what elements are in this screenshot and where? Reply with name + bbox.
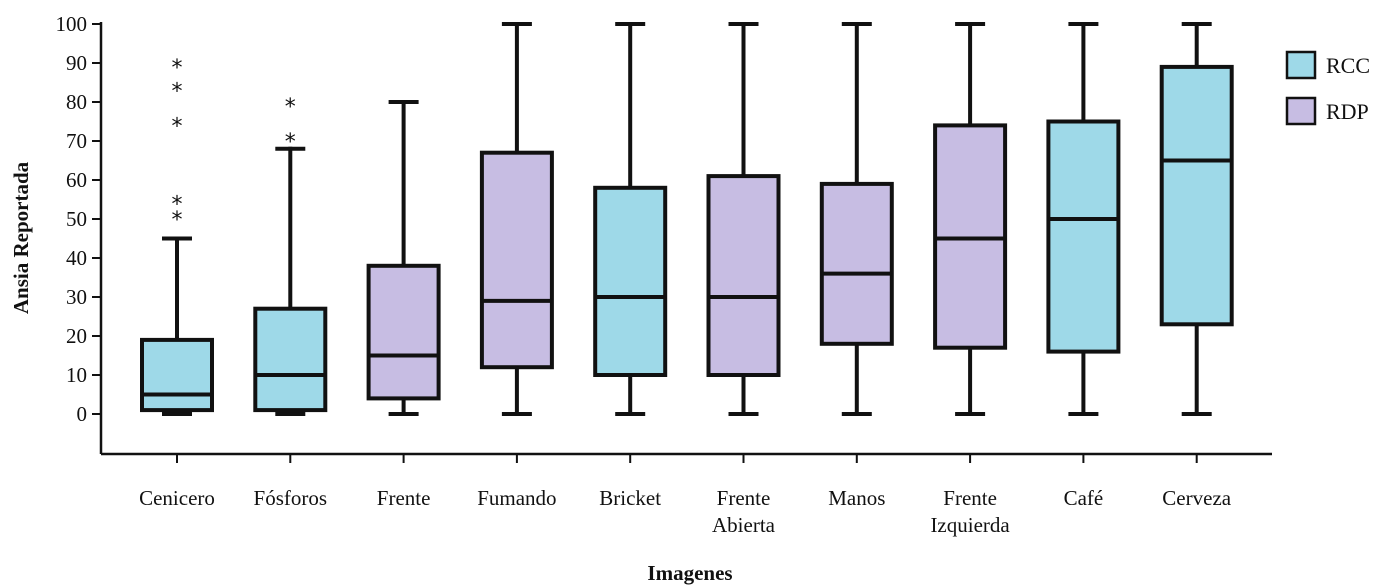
y-tick-label: 0	[77, 402, 88, 426]
y-tick-label: 80	[66, 90, 87, 114]
y-tick-label: 60	[66, 168, 87, 192]
box-group	[479, 22, 554, 416]
legend-label: RDP	[1326, 99, 1369, 124]
y-tick-label: 40	[66, 246, 87, 270]
outlier-point: *	[172, 208, 183, 233]
outlier-point: *	[285, 95, 296, 120]
x-tick-label: Manos	[828, 486, 885, 510]
box	[1159, 64, 1234, 327]
box	[1046, 119, 1121, 354]
box-group	[1159, 22, 1234, 416]
y-tick-label: 100	[56, 12, 88, 36]
box-group	[706, 22, 781, 416]
outlier-point: *	[285, 130, 296, 155]
y-tick-label: 30	[66, 285, 87, 309]
legend: RCC RDP	[1285, 50, 1370, 126]
x-tick-label: Frente	[377, 486, 431, 510]
box	[819, 181, 894, 346]
x-tick-label: Cerveza	[1162, 486, 1231, 510]
axes: 0 10 20 30 40 50 60 70 80 90 100 Cenicero Fósforos Fr…	[56, 12, 1272, 537]
box	[706, 174, 781, 377]
y-tick-label: 50	[66, 207, 87, 231]
x-tick-label: Frente	[717, 486, 771, 510]
box	[479, 150, 554, 370]
legend-swatch	[1285, 50, 1317, 80]
y-tick-label: 10	[66, 363, 87, 387]
x-tick-label: Fósforos	[254, 486, 328, 510]
box-group	[366, 100, 441, 416]
box	[593, 185, 668, 377]
x-tick-label: Cenicero	[139, 486, 215, 510]
x-tick-label: Izquierda	[930, 513, 1010, 537]
x-tick-label: Bricket	[599, 486, 661, 510]
box-group: *****	[140, 56, 214, 416]
box	[140, 337, 214, 413]
box-group	[1046, 22, 1121, 416]
box	[366, 263, 441, 401]
outlier-point: *	[172, 193, 183, 218]
legend-swatch	[1285, 96, 1317, 126]
x-tick-label: Frente	[943, 486, 997, 510]
box-group	[933, 22, 1008, 416]
outlier-point: *	[172, 79, 183, 104]
x-axis-title: Imagenes	[647, 561, 732, 585]
x-tick-label: Café	[1064, 486, 1104, 510]
y-axis-title: Ansia Reportada	[9, 161, 33, 314]
outlier-point: *	[172, 115, 183, 140]
legend-label: RCC	[1326, 53, 1370, 78]
outlier-point: *	[172, 56, 183, 81]
box	[253, 306, 328, 413]
y-tick-label: 90	[66, 51, 87, 75]
boxes: *******	[140, 22, 1234, 416]
x-tick-label: Abierta	[712, 513, 776, 537]
box-group	[593, 22, 668, 416]
box-group	[819, 22, 894, 416]
y-tick-label: 20	[66, 324, 87, 348]
y-tick-label: 70	[66, 129, 87, 153]
x-tick-label: Fumando	[477, 486, 556, 510]
box-group: **	[253, 95, 328, 416]
